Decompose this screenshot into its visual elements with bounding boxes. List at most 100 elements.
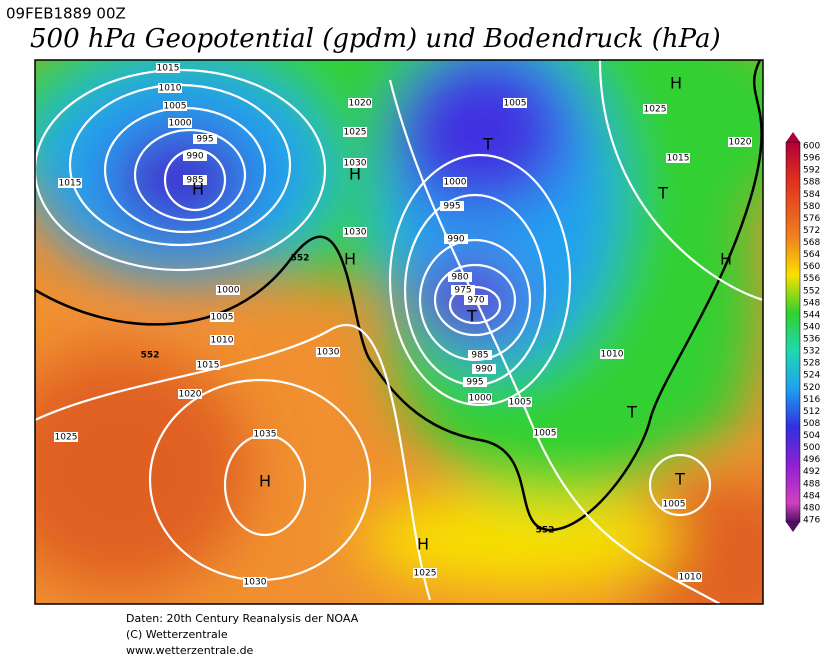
colorbar-label: 524 [803, 371, 820, 381]
isobar-label: 1020 [179, 390, 202, 400]
isobar-label-bg [253, 429, 277, 439]
isobar-label: 1000 [444, 178, 467, 188]
colorbar-label: 556 [803, 274, 820, 284]
isobar-label-bg [662, 499, 686, 509]
isobar-label-bg [210, 312, 234, 322]
isobar-label: 1030 [317, 348, 340, 358]
pressure-center: H [670, 74, 682, 93]
isobar-label-bg [178, 389, 202, 399]
colorbar-label: 576 [803, 214, 820, 224]
isobar-label: 1000 [469, 394, 492, 404]
isobar-label: 1015 [59, 179, 82, 189]
isobar-label: 1025 [344, 128, 367, 138]
isobar-label: 1025 [414, 569, 437, 579]
pressure-center: T [466, 307, 477, 326]
isobar-label: 985 [186, 176, 203, 186]
pressure-center: T [657, 184, 668, 203]
colorbar-label: 544 [803, 310, 820, 320]
footer-url: www.wetterzentrale.de [126, 644, 254, 657]
colorbar-label: 500 [803, 443, 820, 453]
colorbar-label: 508 [803, 419, 820, 429]
isobar-label-bg [243, 577, 267, 587]
isobar-label-bg [666, 153, 690, 163]
isobar-label-bg [600, 349, 624, 359]
geopotential-label: 552 [291, 254, 310, 264]
colorbar-label: 532 [803, 347, 820, 357]
isobar-label-bg [343, 127, 367, 137]
isobar-label-bg [348, 98, 372, 108]
isobar-label: 985 [471, 351, 488, 361]
isobar-label-bg [158, 83, 182, 93]
isobar-label: 1005 [504, 99, 527, 109]
isobar-label-bg [643, 104, 667, 114]
isobar-label-bg [216, 285, 240, 295]
pressure-center: T [482, 135, 493, 154]
isobar-label-bg [316, 347, 340, 357]
colorbar-top [786, 132, 800, 142]
geopotential-label: 552 [536, 526, 555, 536]
isobar-label: 975 [454, 286, 471, 296]
isobar-label: 1010 [159, 84, 182, 94]
colorbar-bottom [786, 522, 800, 532]
isobar-label-bg [448, 272, 472, 282]
colorbar [785, 141, 801, 523]
colorbar-label: 548 [803, 298, 820, 308]
pressure-center: H [417, 535, 429, 554]
isobar-label: 1030 [244, 578, 267, 588]
colorbar-label: 504 [803, 431, 820, 441]
isobar-label: 1005 [663, 500, 686, 510]
isobar-label-bg [472, 364, 496, 374]
isobar-label: 1005 [534, 429, 557, 439]
isobar-label: 1030 [344, 228, 367, 238]
isobar-label: 1025 [55, 433, 78, 443]
colorbar-label: 592 [803, 166, 820, 176]
colorbar-label: 484 [803, 491, 820, 501]
isobar-label-bg [463, 377, 487, 387]
pressure-center: T [674, 470, 685, 489]
pressure-center: H [344, 250, 356, 269]
isobar-label-bg [343, 158, 367, 168]
isobar-label-bg [196, 360, 220, 370]
isobar-label-bg [193, 134, 217, 144]
footer-copyright: (C) Wetterzentrale [126, 628, 228, 641]
isobar-label-bg [464, 295, 488, 305]
isobar-label-bg [503, 98, 527, 108]
isobar-label: 1035 [254, 430, 277, 440]
geopotential-label: 552 [141, 351, 160, 361]
isobar-label-bg [678, 572, 702, 582]
pressure-center: H [192, 180, 204, 199]
colorbar-label: 540 [803, 322, 820, 332]
isobar-label: 1010 [679, 573, 702, 583]
isobar-label-bg [183, 151, 207, 161]
colorbar-label: 480 [803, 503, 820, 513]
colorbar-label: 560 [803, 262, 820, 272]
isobar-label-bg [168, 118, 192, 128]
colorbar-label: 568 [803, 238, 820, 248]
isobar-label: 1015 [157, 64, 180, 74]
colorbar-label: 580 [803, 202, 820, 212]
isobar-label: 1005 [211, 313, 234, 323]
isobar-label-bg [343, 227, 367, 237]
isobar-label-bg [58, 178, 82, 188]
isobar-label-bg [183, 175, 207, 185]
colorbar-label: 572 [803, 226, 820, 236]
pressure-center: H [259, 472, 271, 491]
labels: 1015 1010 1005 1000 995 990 985 1015 1020 1025 103… [54, 63, 752, 588]
colorbar-label: 564 [803, 250, 820, 260]
isobar-label: 1025 [644, 105, 667, 115]
isobar-label: 995 [443, 202, 460, 212]
colorbar-label: 596 [803, 154, 820, 164]
isobar-label: 990 [186, 152, 203, 162]
colorbar-label: 476 [803, 516, 820, 526]
isobar-label: 995 [466, 378, 483, 388]
pressure-center: H [720, 250, 732, 269]
colorbar-label: 584 [803, 190, 820, 200]
isobar-label-bg [508, 397, 532, 407]
colorbar-label: 528 [803, 359, 820, 369]
isobar-label-bg [210, 335, 234, 345]
isobar-label: 1020 [729, 138, 752, 148]
isobar-label: 1020 [349, 99, 372, 109]
date: 09FEB1889 00Z [6, 5, 126, 23]
colorbar-label: 552 [803, 286, 820, 296]
isobar-label: 1005 [509, 398, 532, 408]
